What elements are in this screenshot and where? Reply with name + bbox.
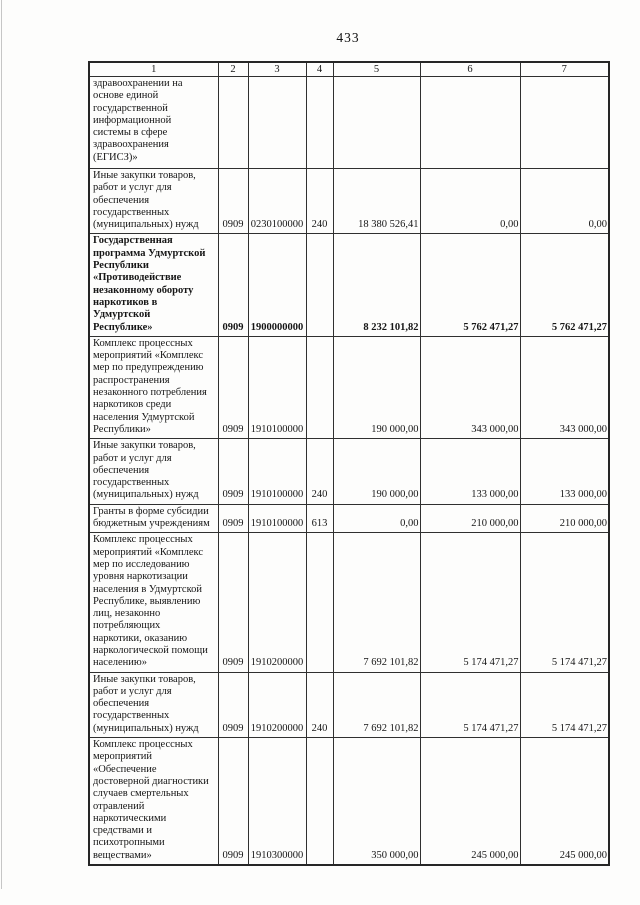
amount-col7-cell: 245 000,00 <box>519 737 610 866</box>
target-article-code-cell: 1910100000 <box>247 335 307 440</box>
expense-name-cell: Государственная программа Удмуртской Рес… <box>88 233 219 337</box>
target-article-code-cell: 1910200000 <box>247 532 307 673</box>
section-code-cell: 0909 <box>217 532 249 673</box>
amount-col6-cell: 133 000,00 <box>419 438 521 505</box>
target-article-code-cell: 1910200000 <box>247 671 307 739</box>
budget-appropriations-table: 1 2 3 4 5 6 7 здравоохранении на основе … <box>88 61 610 867</box>
amount-col5-cell: 7 692 101,82 <box>332 532 421 673</box>
expense-name-cell: Гранты в форме субсидии бюджетным учрежд… <box>88 503 219 534</box>
target-article-code-cell: 1910100000 <box>247 438 307 505</box>
table-row: Гранты в форме субсидии бюджетным учрежд… <box>88 503 610 534</box>
expense-name-cell: Иные закупки товаров, работ и услуг для … <box>88 671 219 739</box>
expense-type-code-cell <box>305 76 334 169</box>
amount-col7-cell: 210 000,00 <box>519 503 610 534</box>
table-body: здравоохранении на основе единой государ… <box>88 76 610 866</box>
expense-type-code-cell: 240 <box>305 167 334 235</box>
expense-type-code-cell <box>305 335 334 440</box>
target-article-code-cell: 1910300000 <box>247 737 307 866</box>
expense-name-cell: Комплекс процессных мероприятий «Комплек… <box>88 335 219 440</box>
expense-type-code-cell <box>305 233 334 337</box>
expense-type-code-cell <box>305 737 334 866</box>
column-header-4: 4 <box>305 61 334 77</box>
table-row: Иные закупки товаров, работ и услуг для … <box>88 167 610 235</box>
scan-edge-artifact <box>1 0 2 889</box>
expense-name-cell: Иные закупки товаров, работ и услуг для … <box>88 438 219 505</box>
section-code-cell: 0909 <box>217 671 249 739</box>
target-article-code-cell: 1910100000 <box>247 503 307 534</box>
amount-col5-cell: 0,00 <box>332 503 421 534</box>
column-header-2: 2 <box>217 61 249 77</box>
amount-col6-cell: 5 762 471,27 <box>419 233 521 337</box>
expense-name-cell: здравоохранении на основе единой государ… <box>88 76 219 169</box>
amount-col5-cell <box>332 76 421 169</box>
section-code-cell: 0909 <box>217 438 249 505</box>
expense-type-code-cell: 240 <box>305 438 334 505</box>
amount-col5-cell: 190 000,00 <box>332 335 421 440</box>
amount-col5-cell: 350 000,00 <box>332 737 421 866</box>
page-number: 433 <box>336 30 360 45</box>
target-article-code-cell <box>247 76 307 169</box>
expense-name-cell: Иные закупки товаров, работ и услуг для … <box>88 167 219 235</box>
table-header: 1 2 3 4 5 6 7 <box>88 61 610 77</box>
amount-col6-cell: 5 174 471,27 <box>419 532 521 673</box>
section-code-cell: 0909 <box>217 737 249 866</box>
section-code-cell: 0909 <box>217 335 249 440</box>
amount-col6-cell: 5 174 471,27 <box>419 671 521 739</box>
section-code-cell <box>217 76 249 169</box>
column-header-6: 6 <box>419 61 521 77</box>
amount-col7-cell: 5 174 471,27 <box>519 671 610 739</box>
table-row: Иные закупки товаров, работ и услуг для … <box>88 438 610 505</box>
section-code-cell: 0909 <box>217 503 249 534</box>
column-header-5: 5 <box>332 61 421 77</box>
section-code-cell: 0909 <box>217 167 249 235</box>
amount-col6-cell: 245 000,00 <box>419 737 521 866</box>
amount-col5-cell: 190 000,00 <box>332 438 421 505</box>
table-row: Иные закупки товаров, работ и услуг для … <box>88 671 610 739</box>
amount-col7-cell <box>519 76 610 169</box>
table-row: Комплекс процессных мероприятий «Комплек… <box>88 532 610 673</box>
table-row: здравоохранении на основе единой государ… <box>88 76 610 169</box>
target-article-code-cell: 0230100000 <box>247 167 307 235</box>
amount-col5-cell: 18 380 526,41 <box>332 167 421 235</box>
amount-col7-cell: 5 762 471,27 <box>519 233 610 337</box>
amount-col6-cell: 343 000,00 <box>419 335 521 440</box>
column-header-3: 3 <box>247 61 307 77</box>
expense-name-cell: Комплекс процессных мероприятий «Комплек… <box>88 532 219 673</box>
expense-type-code-cell: 613 <box>305 503 334 534</box>
amount-col5-cell: 8 232 101,82 <box>332 233 421 337</box>
amount-col6-cell: 210 000,00 <box>419 503 521 534</box>
amount-col6-cell <box>419 76 521 169</box>
table-header-row: 1 2 3 4 5 6 7 <box>88 61 610 77</box>
amount-col6-cell: 0,00 <box>419 167 521 235</box>
table-row: Комплекс процессных мероприятий «Обеспеч… <box>88 737 610 866</box>
expense-type-code-cell: 240 <box>305 671 334 739</box>
amount-col7-cell: 133 000,00 <box>519 438 610 505</box>
amount-col7-cell: 343 000,00 <box>519 335 610 440</box>
table-row: Государственная программа Удмуртской Рес… <box>88 233 610 337</box>
column-header-7: 7 <box>519 61 610 77</box>
section-code-cell: 0909 <box>217 233 249 337</box>
target-article-code-cell: 1900000000 <box>247 233 307 337</box>
amount-col5-cell: 7 692 101,82 <box>332 671 421 739</box>
amount-col7-cell: 5 174 471,27 <box>519 532 610 673</box>
expense-type-code-cell <box>305 532 334 673</box>
table-row: Комплекс процессных мероприятий «Комплек… <box>88 335 610 440</box>
expense-name-cell: Комплекс процессных мероприятий «Обеспеч… <box>88 737 219 866</box>
column-header-1: 1 <box>88 61 219 77</box>
amount-col7-cell: 0,00 <box>519 167 610 235</box>
